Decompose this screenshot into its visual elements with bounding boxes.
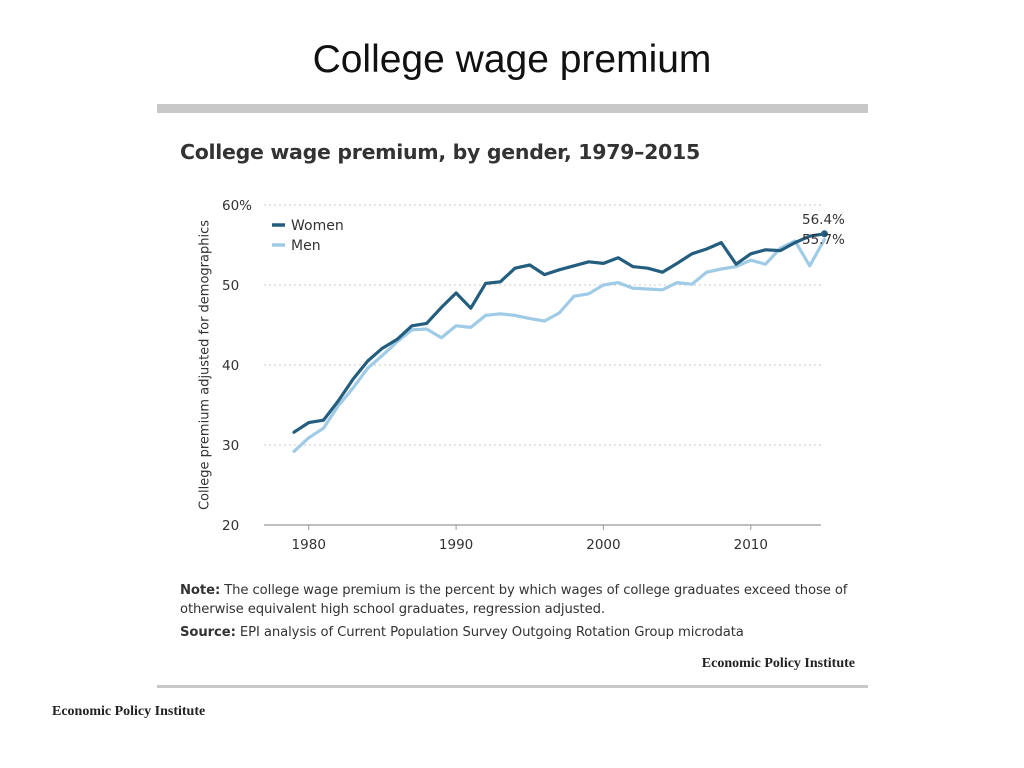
y-tick-label: 20 bbox=[222, 518, 239, 534]
top-divider bbox=[157, 104, 868, 113]
gridlines bbox=[264, 204, 821, 446]
x-tick-label: 1980 bbox=[292, 537, 326, 553]
bottom-divider bbox=[157, 685, 868, 688]
end-marker-women bbox=[820, 230, 828, 238]
legend-label-men: Men bbox=[291, 238, 321, 254]
y-tick-label: 30 bbox=[222, 438, 239, 454]
chart-credit-logo: Economic Policy Institute bbox=[701, 656, 855, 671]
chart-source: Source: EPI analysis of Current Populati… bbox=[180, 625, 860, 640]
note-text-line1: The college wage premium is the percent … bbox=[220, 583, 848, 598]
end-label-women: 56.4% bbox=[802, 212, 845, 228]
source-text: EPI analysis of Current Population Surve… bbox=[235, 625, 744, 640]
axes: 60% 50 40 30 20 1980 1990 2000 2010 bbox=[222, 198, 821, 553]
end-labels: 56.4% 55.7% bbox=[802, 212, 845, 248]
note-label: Note: bbox=[180, 583, 221, 598]
x-tick-label: 2000 bbox=[586, 537, 620, 553]
end-label-men: 55.7% bbox=[802, 232, 845, 248]
x-tick-label: 1990 bbox=[439, 537, 473, 553]
chart-title: College wage premium, by gender, 1979–20… bbox=[180, 140, 700, 164]
series-line-women bbox=[292, 232, 827, 434]
legend: Women Men bbox=[272, 218, 344, 254]
source-label: Source: bbox=[180, 625, 236, 640]
series-lines bbox=[292, 230, 828, 453]
legend-label-women: Women bbox=[291, 218, 344, 234]
slide-title: College wage premium bbox=[312, 38, 712, 81]
x-tick-label: 2010 bbox=[734, 537, 768, 553]
chart-note: Note: The college wage premium is the pe… bbox=[180, 581, 860, 619]
footer-logo: Economic Policy Institute bbox=[52, 704, 206, 719]
note-text-line2: otherwise equivalent high school graduat… bbox=[180, 602, 605, 617]
y-tick-label: 50 bbox=[222, 278, 239, 294]
series-line-men bbox=[292, 237, 827, 453]
y-tick-label: 60% bbox=[222, 198, 252, 214]
y-tick-label: 40 bbox=[222, 358, 239, 374]
